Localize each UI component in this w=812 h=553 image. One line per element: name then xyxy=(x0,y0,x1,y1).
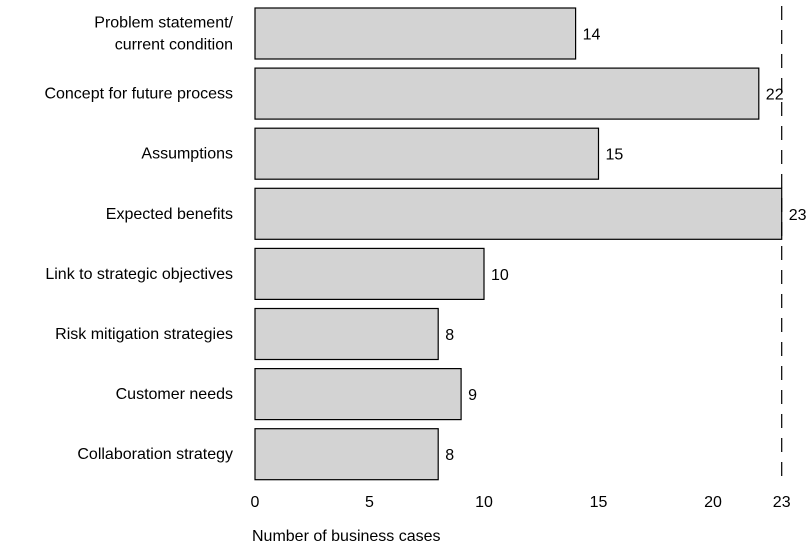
bar-link-to-strategic-objectives xyxy=(254,247,485,300)
bar-concept-for-future-process xyxy=(254,67,760,120)
x-tick-20: 20 xyxy=(704,494,722,511)
bar-collaboration-strategy xyxy=(254,428,439,481)
category-labels: Problem statement/current condition Conce… xyxy=(44,15,233,464)
category-label-risk-mitigation-strategies: Risk mitigation strategies xyxy=(55,326,233,343)
value-label-risk-mitigation-strategies: 8 xyxy=(445,327,454,344)
bar-expected-benefits xyxy=(254,187,783,240)
category-label-concept-for-future-process: Concept for future process xyxy=(44,86,233,103)
x-tick-23: 23 xyxy=(773,494,791,511)
value-label-link-to-strategic-objectives: 10 xyxy=(491,267,509,284)
bar-problem-statement-current-condition xyxy=(254,7,577,60)
x-tick-0: 0 xyxy=(251,494,260,511)
category-label-collaboration-strategy: Collaboration strategy xyxy=(77,446,233,463)
bars-group xyxy=(254,7,783,481)
value-label-problem-statement-current-condition: 14 xyxy=(583,27,601,44)
bar-customer-needs xyxy=(254,368,462,421)
x-tick-labels: 0 5 10 15 20 23 xyxy=(251,494,791,511)
bar-risk-mitigation-strategies xyxy=(254,307,439,361)
value-label-customer-needs: 9 xyxy=(468,387,477,404)
category-label-expected-benefits: Expected benefits xyxy=(106,206,233,223)
bar-assumptions xyxy=(254,127,600,180)
category-label-problem-statement-current-condition: Problem statement/current condition xyxy=(94,15,233,54)
value-label-collaboration-strategy: 8 xyxy=(445,447,454,464)
x-tick-15: 15 xyxy=(590,494,608,511)
x-tick-5: 5 xyxy=(365,494,374,511)
value-label-concept-for-future-process: 22 xyxy=(766,87,784,104)
category-label-link-to-strategic-objectives: Link to strategic objectives xyxy=(45,266,233,283)
category-label-assumptions: Assumptions xyxy=(141,146,233,163)
value-label-expected-benefits: 23 xyxy=(789,207,807,224)
x-tick-10: 10 xyxy=(475,494,493,511)
x-axis-title: Number of business cases xyxy=(252,528,441,545)
value-labels: 14 22 15 23 10 8 9 8 xyxy=(445,27,806,465)
value-label-assumptions: 15 xyxy=(606,147,624,164)
category-label-customer-needs: Customer needs xyxy=(116,386,233,403)
